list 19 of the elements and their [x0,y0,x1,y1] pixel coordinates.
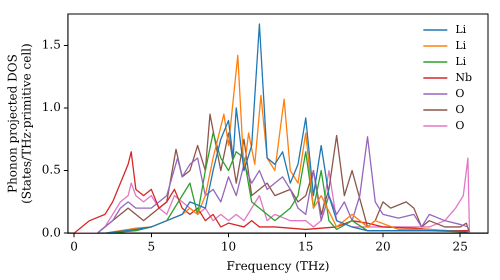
legend-label: Nb [455,70,472,84]
x-tick-label: 5 [147,240,156,254]
legend-label: O [455,118,464,132]
legend-label: O [455,86,464,100]
x-tick-label: 15 [298,240,314,254]
x-tick-label: 20 [375,240,391,254]
y-tick-label: 1.0 [42,100,61,114]
legend-label: Li [455,54,467,68]
x-tick-label: 10 [220,240,236,254]
legend-label: O [455,102,464,116]
x-tick-label: 0 [70,240,78,254]
y-tick-label: 1.5 [42,37,61,52]
y-tick-label: 0.0 [42,225,61,240]
x-axis-title: Frequency (THz) [226,258,330,273]
legend-label: Li [455,22,467,36]
y-axis-title: Phonon projected DOS (States/THz·primitive cell) [5,43,34,204]
legend-label: Li [455,38,467,52]
x-tick-label: 25 [452,240,468,254]
y-tick-label: 0.5 [42,162,61,177]
